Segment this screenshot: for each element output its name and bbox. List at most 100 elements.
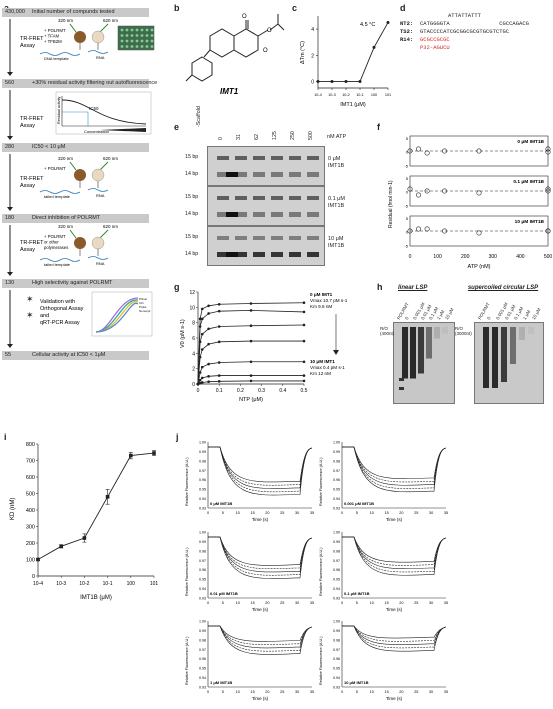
plate-well: [130, 28, 134, 32]
i-point: [105, 495, 110, 499]
assay-label: TR-FRET: [20, 176, 44, 182]
j-xtick-label: 25: [414, 690, 418, 694]
gel-band-14: [289, 172, 301, 177]
g-point: [249, 374, 253, 377]
f-point: [441, 148, 447, 154]
g-xtick-label: 0.1: [216, 388, 223, 394]
gel-band-15: [307, 156, 319, 160]
j-subplot: 1.00 0.99 0.98 0.97 0.96 0.95 0.94 0.930 5 10 15 20…: [319, 441, 448, 523]
h-gel-right: [474, 322, 544, 404]
reagent-text: polymerases: [44, 245, 68, 250]
emission-arrow: [99, 23, 109, 33]
j-xtick-label: 20: [399, 690, 403, 694]
j-ytick-label: 0.96: [199, 478, 206, 482]
gel-band-15: [253, 156, 265, 160]
gel-band-15: [289, 196, 301, 200]
i-ytick-label: 700: [26, 459, 35, 465]
i-point: [82, 536, 87, 540]
j-xtick-label: 20: [265, 601, 269, 605]
j-ytick-label: 0.96: [333, 657, 340, 661]
c-ytick-label: 0: [311, 79, 314, 85]
g-point: [207, 312, 210, 315]
plate-well: [130, 34, 134, 37]
gel-band-14: [226, 212, 238, 217]
gel-bands: [217, 196, 319, 217]
j-xtick-label: 35: [310, 601, 314, 605]
j-xtick-label: 35: [444, 690, 448, 694]
j-xtick-label: 15: [384, 601, 388, 605]
j-xlabel: Time (s): [386, 517, 403, 522]
gel-band-15: [271, 196, 283, 200]
j-ytick-label: 0.93: [333, 507, 340, 511]
svg-text:O: O: [242, 14, 247, 20]
curve-box: [55, 91, 152, 135]
sequence-name: R14:: [400, 36, 414, 43]
h-lane-label: 1 μM: [522, 309, 532, 321]
chart-i: 0 100 200 300 400 500 600 700 800 10-4 10-3 10-2 10-…: [10, 442, 158, 601]
j-xtick-label: 35: [310, 690, 314, 694]
f-ytick-label: 0: [406, 150, 409, 155]
h-lane-smear: [426, 327, 432, 359]
g-point: [200, 348, 204, 351]
acceptor-fluorophore: [91, 236, 105, 250]
j-ytick-label: 0.99: [199, 450, 206, 454]
step-count: 130: [5, 280, 15, 286]
gel-lane-label: -Scaffold: [196, 106, 202, 127]
j-trace: [208, 446, 313, 486]
f-point: [424, 150, 430, 156]
f-point: [407, 228, 413, 234]
j-ytick-label: 0.96: [199, 568, 206, 572]
j-trace: [342, 446, 447, 483]
j-ytick-label: 0.96: [199, 657, 206, 661]
dna-template-wave: [39, 258, 81, 262]
plate-well: [125, 45, 129, 48]
j-xtick-label: 30: [429, 690, 433, 694]
j-xtick-label: 10: [370, 690, 374, 694]
j-ytick-label: 0.94: [199, 587, 206, 591]
j-ytick-label: 0.93: [333, 597, 340, 601]
chart-c: 0 2 4 10-4 10-3 10-2 10-1 100 101 4.5 °C ΔTm (°C) I…: [300, 16, 391, 108]
sequence-text: P32-AGUCU: [420, 44, 450, 51]
gel-band-15: [217, 156, 229, 160]
j-xtick-label: 0: [207, 690, 209, 694]
dna-template-wave: [39, 190, 81, 194]
i-xtick-label: 10-3: [56, 581, 66, 587]
j-trace: [208, 625, 313, 649]
bp-label: 15 bp: [185, 194, 199, 200]
j-xlabel: Time (s): [386, 607, 403, 612]
j-ytick-label: 0.94: [199, 676, 206, 680]
g-ytick-label: 4: [192, 351, 195, 357]
acceptor-fluorophore: [91, 30, 105, 44]
h-lane-smear: [410, 327, 416, 379]
j-ylabel: Relative Fluorescence (A.U.): [185, 547, 189, 596]
f-xtick-label: 400: [516, 254, 525, 260]
h-title-right: supercoiled circular LSP: [467, 285, 539, 291]
qpcr-legend: Primer: [139, 297, 147, 301]
step-count: 430,000: [5, 9, 25, 15]
panel-f-label: f: [377, 122, 380, 132]
g-point: [207, 375, 210, 378]
qpcr-legend: No templ: [139, 309, 151, 313]
assay-label: Assay: [20, 43, 35, 49]
h-lane-smear: [434, 327, 440, 339]
c-xtick-label: 10-4: [314, 93, 322, 97]
gel-image: [207, 186, 325, 226]
j-ytick-label: 0.97: [333, 469, 340, 473]
j-xtick-label: 25: [414, 601, 418, 605]
j-ytick-label: 0.94: [199, 497, 206, 501]
wavelength-320: 320 nm: [58, 224, 73, 229]
sequence-line: R14: GCGCCGCGC: [400, 36, 550, 44]
gel-unit: nM ATP: [327, 134, 347, 140]
g-annotation-bottom: 10 μM IMT1: [310, 359, 335, 364]
c-xtick-label: 10-3: [328, 93, 336, 97]
j-xtick-label: 35: [444, 511, 448, 515]
g-point: [217, 309, 221, 313]
j-subplot: 1.00 0.99 0.98 0.97 0.96 0.95 0.94 0.930 5 10 15 20…: [185, 531, 314, 613]
wavelength-620: 620 nm: [103, 224, 118, 229]
wavelength-620: 620 nm: [103, 18, 118, 23]
step-count: 560: [5, 80, 15, 86]
gel-lane-label: 125: [272, 131, 278, 140]
step-text: Cellular activity at IC50 < 1μM: [32, 352, 106, 358]
j-xtick-label: 5: [222, 511, 224, 515]
reagent-text: + POLRMT: [44, 28, 66, 33]
